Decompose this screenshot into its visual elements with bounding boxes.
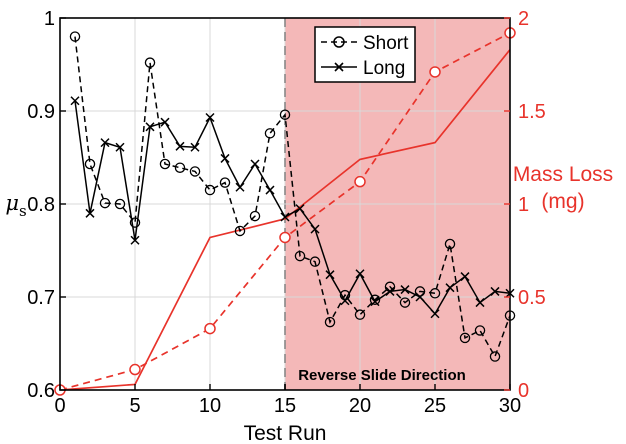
long-data-point [265,185,275,195]
long-data-point [175,141,185,151]
short-data-point [84,158,96,170]
long-data-point [490,286,500,296]
short-data-point [429,288,441,299]
short-data-point [99,197,111,209]
short-data-point [309,256,321,267]
friction-line-short [74,36,511,359]
gridlines [60,18,510,390]
long-data-point [460,272,470,282]
long-data-point [295,204,305,214]
short-data-point [144,57,156,68]
y-right-tick-label: 1 [518,194,529,216]
x-tick-label: 20 [349,395,371,417]
short-data-point [189,166,201,177]
short-data-point [279,109,291,120]
y-right-tick-label: 2 [518,8,529,30]
short-data-point [174,162,186,173]
long-data-point [310,224,320,234]
y-left-tick-label: 0.9 [27,101,55,123]
long-data-point [130,235,140,245]
x-tick-label: 25 [424,395,446,417]
long-data-point [355,269,365,279]
y-right-tick-label: 1.5 [518,101,546,123]
x-tick-label: 5 [129,395,140,417]
short-data-point [354,309,366,320]
short-data-point [294,250,306,262]
long-data-point [325,270,335,280]
y-left-tick-label: 0.8 [27,194,55,216]
friction-line-long [74,100,511,316]
long-data-point [400,285,410,295]
long-data-point [280,212,290,222]
mass-loss-point [204,322,216,335]
long-data-point [220,153,230,163]
short-data-point [489,351,501,362]
y-right-tick-label: 0 [518,380,529,402]
long-data-point [385,286,395,296]
x-tick-label: 30 [499,395,521,417]
y-left-axis-label: μs [5,191,26,220]
friction-markers [69,31,516,362]
x-tick-label: 15 [274,395,296,417]
short-data-point [204,184,216,196]
x-tick-label: 0 [54,395,65,417]
short-data-point [324,316,336,328]
y-right-axis-label-line2: (mg) [541,190,584,213]
short-data-point [459,332,471,344]
mass-loss-point [429,66,441,78]
long-data-point [70,96,80,106]
long-data-point [250,159,260,169]
long-data-point [85,208,95,218]
legend-long-label: Long [363,58,405,79]
mass-loss-markers [54,27,516,396]
short-data-point [159,158,171,170]
short-data-point [234,225,246,237]
short-data-point [369,294,381,306]
y-left-tick-label: 0.7 [27,287,55,309]
x-axis-label: Test Run [244,422,327,444]
short-data-point [474,325,486,336]
long-data-point [145,122,155,132]
mass-loss-point [354,175,366,188]
y-right-tick-label: 0.5 [518,287,546,309]
long-data-point [370,297,380,307]
long-data-point [340,296,350,306]
friction-lines [74,36,511,359]
short-data-point [444,238,456,250]
long-data-point [115,142,125,152]
short-data-point [219,177,231,188]
long-data-point [430,309,440,319]
long-data-point [235,182,245,192]
legend-short-label: Short [363,33,409,54]
short-data-point [399,297,411,308]
legend-long-marker [334,62,344,72]
y-left-tick-label: 0.6 [27,380,55,402]
mass-loss-point [129,363,141,376]
legend-short-marker [333,36,345,48]
long-data-point [190,142,200,152]
long-data-point [100,138,110,148]
mass-loss-point [279,231,291,244]
short-data-point [129,217,141,228]
long-data-point [445,283,455,293]
legend: Short Long [314,26,416,83]
short-data-point [249,210,261,222]
long-data-point [475,298,485,308]
x-tick-label: 10 [199,395,221,417]
short-data-point [69,31,81,42]
y-left-tick-label: 1 [44,8,55,30]
y-right-axis-label-line1: Mass Loss [513,163,613,186]
long-data-point [205,112,215,123]
shaded-region-label: Reverse Slide Direction [298,367,466,384]
short-data-point [114,198,126,210]
long-data-point [415,292,425,302]
legend-box [314,26,416,83]
long-data-point [160,117,170,127]
short-data-point [264,128,276,139]
